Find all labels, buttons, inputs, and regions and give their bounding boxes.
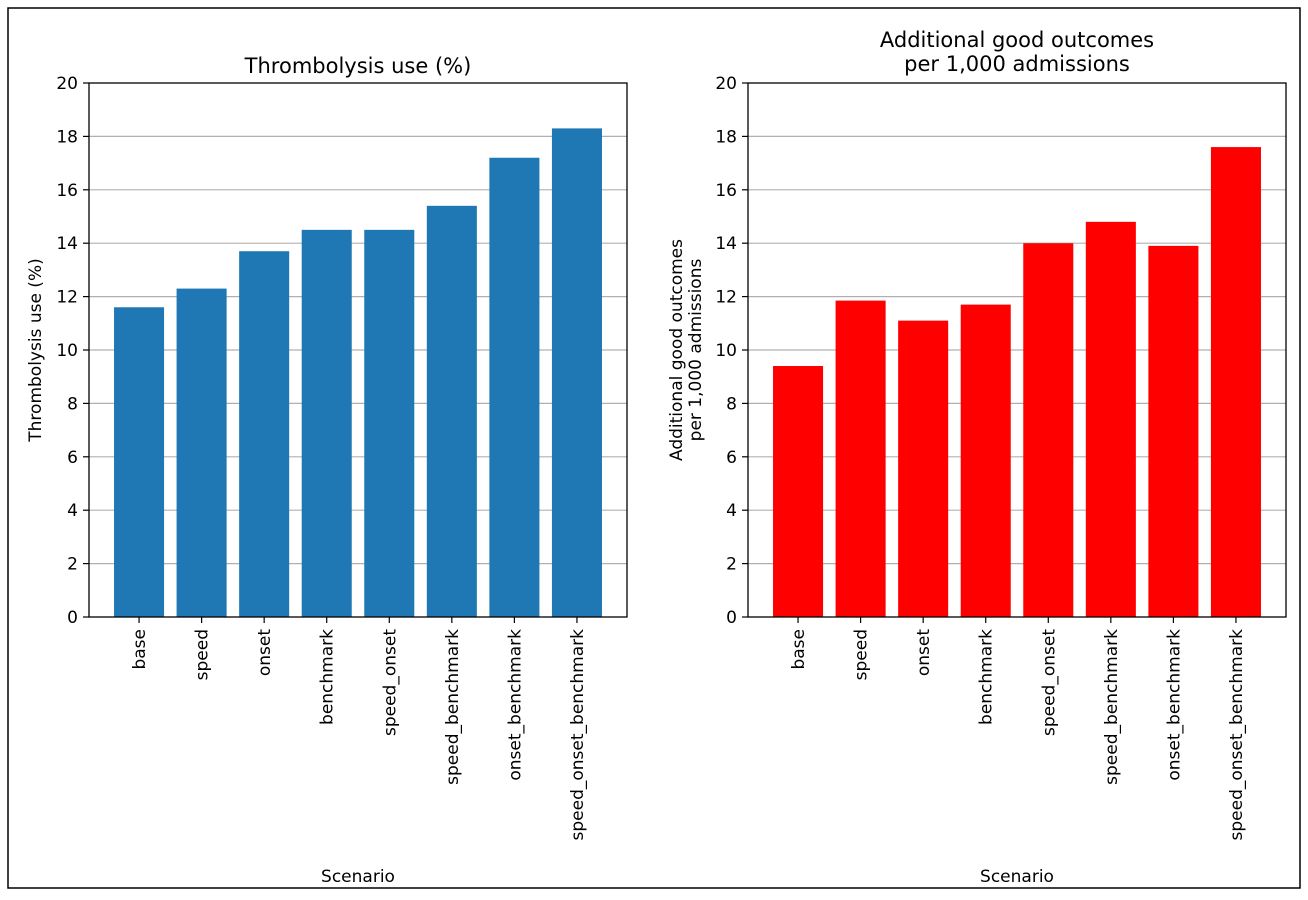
x-tick-label: speed_onset_benchmark: [568, 629, 588, 841]
x-tick-label: speed: [193, 629, 213, 680]
chart-title: Thrombolysis use (%): [244, 54, 472, 78]
text-line: per 1,000 admissions: [904, 52, 1130, 76]
bar-speed_onset: [1023, 243, 1074, 617]
x-tick-label: base: [130, 629, 150, 670]
bar-speed_onset_benchmark: [1210, 147, 1261, 617]
x-tick-label: speed_onset: [380, 629, 400, 736]
bar-base: [773, 366, 824, 617]
bar-benchmark: [960, 304, 1011, 617]
y-tick-label: 20: [56, 74, 78, 94]
y-tick-label: 12: [56, 288, 78, 308]
x-tick-label: speed_onset_benchmark: [1227, 629, 1247, 841]
text-line: per 1,000 admissions: [686, 259, 706, 442]
y-axis-label: Thrombolysis use (%): [26, 258, 46, 442]
x-axis-label: Scenario: [980, 867, 1054, 887]
bar-speed_onset: [364, 229, 415, 617]
x-tick-label: base: [789, 629, 809, 670]
y-tick-label: 0: [67, 608, 78, 628]
y-tick-label: 14: [56, 234, 78, 254]
bar-speed: [176, 288, 227, 617]
y-tick-label: 10: [56, 341, 78, 361]
chart-1: 0 2 4 6 8 10 12 14 16 18 20 base speed onset benchmark…: [26, 54, 628, 887]
y-axis-label: Additional good outcomesper 1,000 admiss…: [667, 239, 706, 461]
bar-speed: [835, 300, 886, 617]
y-tick-label: 16: [715, 181, 737, 201]
bar-speed_benchmark: [426, 205, 477, 617]
y-tick-label: 8: [726, 394, 737, 414]
bar-onset: [239, 251, 290, 617]
x-tick-label: speed_benchmark: [443, 629, 463, 785]
x-tick-label: onset_benchmark: [1164, 629, 1184, 781]
bar-onset: [898, 320, 949, 617]
y-tick-label: 14: [715, 234, 737, 254]
bar-speed_onset_benchmark: [551, 128, 602, 617]
bar-onset_benchmark: [489, 157, 540, 617]
text-line: Additional good outcomes: [880, 28, 1154, 52]
y-tick-label: 12: [715, 288, 737, 308]
y-tick-label: 16: [56, 181, 78, 201]
y-tick-label: 6: [726, 448, 737, 468]
y-tick-label: 18: [56, 127, 78, 147]
y-tick-label: 0: [726, 608, 737, 628]
y-tick-label: 8: [67, 394, 78, 414]
y-tick-label: 20: [715, 74, 737, 94]
x-tick-label: speed_onset: [1039, 629, 1059, 736]
x-tick-label: benchmark: [318, 629, 338, 725]
x-tick-label: benchmark: [977, 629, 997, 725]
text-line: Additional good outcomes: [667, 239, 687, 461]
bar-speed_benchmark: [1085, 221, 1136, 617]
bar-onset_benchmark: [1148, 245, 1199, 617]
chart-2: 0 2 4 6 8 10 12 14 16 18 20 base speed onset benchmark…: [667, 28, 1287, 887]
y-tick-label: 18: [715, 127, 737, 147]
x-tick-label: speed_benchmark: [1102, 629, 1122, 785]
x-tick-label: onset: [914, 629, 934, 676]
bar-base: [114, 307, 165, 617]
y-tick-label: 6: [67, 448, 78, 468]
x-axis-label: Scenario: [321, 867, 395, 887]
x-tick-label: onset_benchmark: [505, 629, 525, 781]
y-tick-label: 2: [67, 555, 78, 575]
bar-benchmark: [301, 229, 352, 617]
y-tick-label: 4: [726, 501, 737, 521]
y-tick-label: 2: [726, 555, 737, 575]
chart-title: Additional good outcomes per 1,000 admiss…: [880, 28, 1154, 76]
y-tick-label: 10: [715, 341, 737, 361]
y-tick-label: 4: [67, 501, 78, 521]
x-tick-label: onset: [255, 629, 275, 676]
x-tick-label: speed: [852, 629, 872, 680]
